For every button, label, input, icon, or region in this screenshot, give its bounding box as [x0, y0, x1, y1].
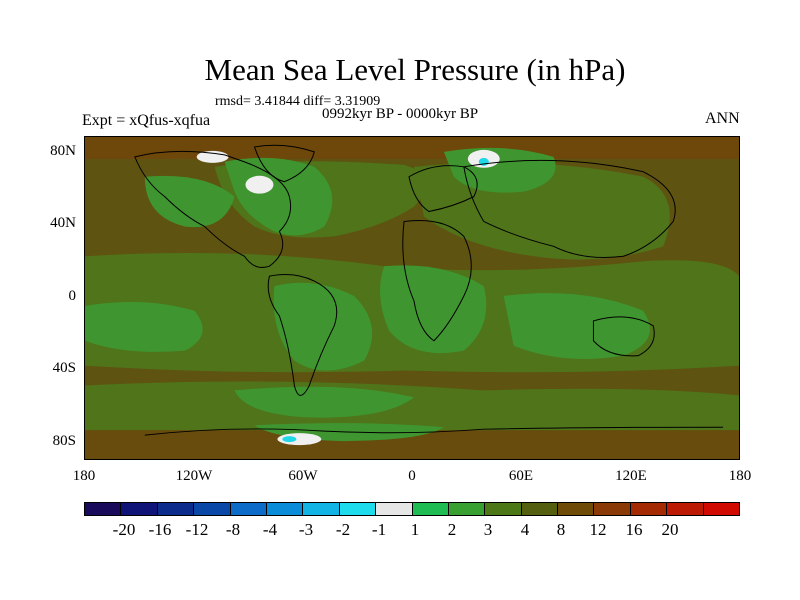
y-tick-40s: 40S — [52, 360, 76, 376]
page-title: Mean Sea Level Pressure (in hPa) — [204, 52, 626, 87]
cbar-label: 8 — [556, 520, 566, 539]
colorbar-box — [85, 503, 122, 515]
coast-africa — [402, 219, 472, 342]
green-regions — [85, 147, 650, 442]
x-tick-0: 0 — [408, 468, 416, 484]
colorbar-box — [485, 503, 522, 515]
x-tick-180e: 180 — [728, 468, 752, 484]
cbar-label: 12 — [589, 520, 607, 539]
cbar-label: 4 — [520, 520, 530, 539]
cbar-label: -4 — [262, 520, 278, 539]
green-southern-ocean — [234, 386, 414, 418]
x-tick-180w: 180 — [72, 468, 96, 484]
core-antarctic-cyan — [282, 436, 297, 443]
green-africa — [380, 265, 487, 354]
green-north-america — [224, 157, 333, 236]
colorbar-box — [703, 503, 740, 515]
experiment-label: Expt = xQfus-xqfua — [82, 112, 211, 129]
colorbar-box — [448, 503, 486, 515]
cbar-label: 2 — [447, 520, 457, 539]
green-pacific — [85, 301, 203, 352]
y-tick-40n: 40N — [50, 215, 76, 231]
green-south-america — [273, 282, 373, 371]
colorbar-box — [521, 503, 559, 515]
cbar-label: -16 — [148, 520, 172, 539]
cbar-label: -1 — [371, 520, 387, 539]
cbar-label: -20 — [112, 520, 136, 539]
cbar-label: -3 — [298, 520, 314, 539]
cbar-label: -8 — [225, 520, 241, 539]
x-tick-120e: 120E — [615, 468, 647, 484]
colorbar-box — [303, 503, 340, 515]
x-tick-60e: 60E — [508, 468, 534, 484]
coast-greenland — [253, 144, 315, 183]
y-tick-80s: 80S — [52, 433, 76, 449]
colorbar-box — [376, 503, 413, 515]
colorbar-box — [594, 503, 631, 515]
colorbar-box — [266, 503, 304, 515]
coast-europe — [408, 165, 478, 213]
colorbar-box — [558, 503, 595, 515]
colorbar-box — [194, 503, 231, 515]
stats-label: rmsd= 3.41844 diff= 3.31909 — [215, 94, 381, 109]
cbar-label: 20 — [661, 520, 679, 539]
coastlines — [134, 144, 724, 436]
y-tick-0: 0 — [68, 288, 77, 304]
cbar-label: 16 — [625, 520, 643, 539]
coast-south-america — [267, 274, 338, 396]
colorbar-box — [339, 503, 377, 515]
green-atlantic — [144, 175, 235, 228]
arctic-band — [85, 137, 739, 159]
x-tick-120w: 120W — [175, 468, 213, 484]
y-tick-80n: 80N — [50, 143, 76, 159]
colorbar-box — [230, 503, 267, 515]
cbar-label: 1 — [410, 520, 420, 539]
coast-asia — [463, 159, 676, 258]
pressure-map — [84, 136, 740, 460]
season-label: ANN — [705, 110, 740, 127]
x-tick-60w: 60W — [288, 468, 318, 484]
coast-north-america — [134, 150, 292, 268]
core-arctic-canada — [196, 150, 229, 163]
green-indian — [503, 293, 650, 359]
coast-antarctica — [144, 426, 724, 436]
colorbar-box — [157, 503, 195, 515]
colorbar-box — [667, 503, 704, 515]
period-label: 0992kyr BP - 0000kyr BP — [322, 106, 479, 122]
colorbar-box — [630, 503, 668, 515]
coast-australia — [592, 316, 655, 357]
colorbar-box — [121, 503, 158, 515]
cores — [196, 149, 500, 446]
colorbar-box — [412, 503, 449, 515]
cbar-label: -12 — [185, 520, 209, 539]
core-antarctic-white — [277, 433, 322, 446]
cbar-label: -2 — [335, 520, 351, 539]
colorbar — [84, 502, 740, 516]
core-greenland — [245, 175, 274, 194]
cbar-label: 3 — [483, 520, 493, 539]
